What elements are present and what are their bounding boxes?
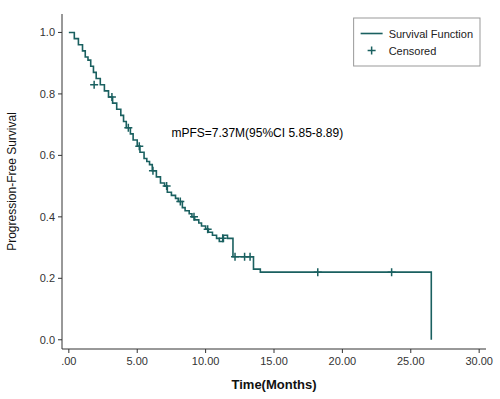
x-tick-label: 30.00 (465, 355, 493, 367)
x-tick-label: 15.00 (260, 355, 288, 367)
censored-mark (246, 253, 254, 261)
x-tick-label: 10.00 (192, 355, 220, 367)
legend-symbol (361, 33, 383, 35)
censored-mark (108, 93, 116, 101)
censored-mark (90, 81, 98, 89)
y-tick (58, 216, 62, 217)
censored-mark (135, 142, 143, 150)
y-tick (58, 32, 62, 33)
x-tick (410, 349, 411, 353)
annotation: mPFS=7.37M(95%CI 5.85-8.89) (171, 126, 343, 140)
censored-mark (124, 124, 132, 132)
chart: .00 5.00 10.00 15.00 20.00 25.00 30.00 0.0 0.2 0.… (0, 0, 500, 399)
censored-mark (314, 268, 322, 276)
x-tick-label: .00 (61, 355, 76, 367)
censored-mark (388, 268, 396, 276)
x-tick (68, 349, 69, 353)
y-tick-label: 0.2 (40, 272, 55, 284)
x-tick (479, 349, 480, 353)
y-tick-label: 0.8 (40, 88, 55, 100)
y-tick-label: 0.6 (40, 149, 55, 161)
y-tick (58, 278, 62, 279)
y-tick (58, 155, 62, 156)
x-tick (274, 349, 275, 353)
x-tick (342, 349, 343, 353)
y-tick (58, 339, 62, 340)
x-axis-label: Time(Months) (232, 377, 317, 392)
legend-label: Survival Function (389, 28, 473, 40)
censored-mark (163, 182, 171, 190)
survival-step-line (69, 32, 431, 339)
censored-mark (176, 197, 184, 205)
x-tick (137, 349, 138, 353)
x-tick (205, 349, 206, 353)
y-tick-label: 1.0 (40, 26, 55, 38)
legend-label: Censored (389, 45, 437, 57)
censored-mark (219, 234, 227, 242)
y-tick (58, 93, 62, 94)
legend-box (354, 18, 480, 66)
censored-mark (204, 225, 212, 233)
y-tick-label: 0.4 (40, 211, 55, 223)
legend-symbol (368, 47, 376, 55)
censored-mark (149, 167, 157, 175)
plot-area (69, 32, 431, 339)
censored-mark (231, 253, 239, 261)
censored-mark (190, 213, 198, 221)
y-tick-label: 0.0 (40, 334, 55, 346)
x-tick-label: 20.00 (329, 355, 357, 367)
y-axis-label: Progression-Free Survival (5, 112, 19, 251)
y-axis-line (62, 14, 63, 349)
x-tick-label: 25.00 (397, 355, 425, 367)
x-tick-label: 5.00 (127, 355, 148, 367)
legend: Survival Function Censored (354, 18, 480, 66)
